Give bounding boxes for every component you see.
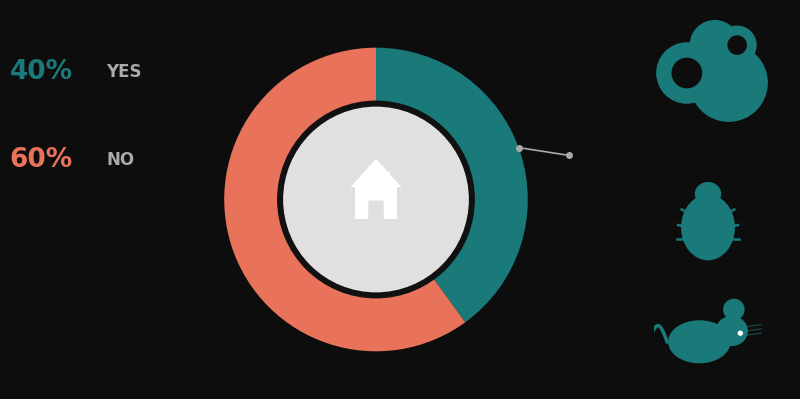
Polygon shape [350,159,402,187]
Circle shape [671,58,702,89]
Circle shape [723,299,745,320]
Circle shape [738,330,743,336]
Ellipse shape [695,182,721,206]
Ellipse shape [681,195,735,260]
Text: 40%: 40% [10,59,73,85]
Text: NO: NO [106,150,134,169]
Wedge shape [376,48,528,322]
Circle shape [727,36,747,55]
Text: YES: YES [106,63,142,81]
Text: 60%: 60% [10,146,73,173]
Circle shape [690,20,740,70]
Circle shape [690,44,768,122]
FancyBboxPatch shape [368,200,384,221]
Wedge shape [224,48,466,351]
Circle shape [278,101,474,298]
Circle shape [283,107,469,292]
Ellipse shape [668,320,730,363]
Ellipse shape [715,316,748,346]
FancyBboxPatch shape [382,172,390,187]
Circle shape [718,26,757,65]
Circle shape [656,42,718,104]
FancyBboxPatch shape [355,187,397,219]
